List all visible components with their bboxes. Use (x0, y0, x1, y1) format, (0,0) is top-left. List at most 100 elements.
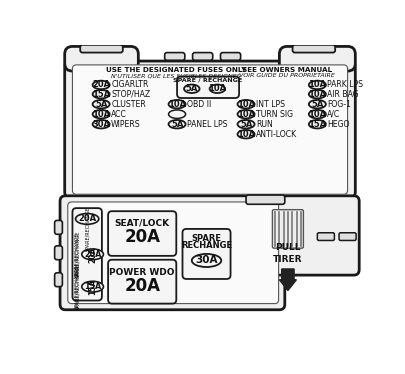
Ellipse shape (75, 214, 98, 224)
Ellipse shape (209, 85, 224, 93)
Text: PULL
TIRER: PULL TIRER (273, 243, 302, 264)
Ellipse shape (168, 110, 185, 119)
Text: SPARE/RECHANGE: SPARE/RECHANGE (75, 230, 80, 278)
Ellipse shape (168, 100, 185, 108)
Text: 5A: 5A (310, 99, 323, 109)
Ellipse shape (183, 85, 199, 93)
Text: SPARE/RECHANGE: SPARE/RECHANGE (85, 206, 90, 251)
FancyBboxPatch shape (55, 246, 62, 260)
Text: 10A: 10A (92, 110, 110, 119)
FancyBboxPatch shape (292, 45, 335, 53)
Ellipse shape (168, 120, 185, 128)
Text: AIR BAG: AIR BAG (326, 90, 358, 99)
Text: VOIR GUIDE DU PROPRIETAIRE: VOIR GUIDE DU PROPRIETAIRE (239, 73, 334, 78)
Text: 10A: 10A (208, 84, 226, 93)
FancyBboxPatch shape (267, 196, 358, 275)
FancyBboxPatch shape (80, 45, 123, 53)
Ellipse shape (81, 249, 103, 260)
Text: ACC: ACC (111, 110, 127, 119)
Text: A/C: A/C (326, 110, 340, 119)
Text: SEE OWNERS MANUAL: SEE OWNERS MANUAL (241, 67, 331, 73)
Text: SPARE / RECHANGE: SPARE / RECHANGE (173, 77, 242, 82)
Text: 20A: 20A (92, 80, 110, 89)
Ellipse shape (92, 110, 109, 119)
Text: WIPERS: WIPERS (111, 120, 141, 129)
Text: PARK LPS: PARK LPS (326, 80, 362, 89)
Text: ANTI-LOCK: ANTI-LOCK (256, 130, 296, 139)
Text: 10A: 10A (237, 110, 254, 119)
FancyBboxPatch shape (68, 202, 278, 304)
Text: 10A: 10A (307, 110, 326, 119)
FancyBboxPatch shape (55, 220, 62, 234)
FancyBboxPatch shape (108, 211, 176, 256)
Text: 20A: 20A (78, 214, 96, 223)
Ellipse shape (237, 130, 254, 138)
FancyBboxPatch shape (72, 65, 347, 194)
FancyBboxPatch shape (182, 229, 230, 279)
Text: SPARE: SPARE (191, 234, 221, 243)
Text: 15A: 15A (307, 120, 326, 129)
Text: 30A: 30A (92, 120, 110, 129)
FancyBboxPatch shape (220, 53, 240, 60)
FancyBboxPatch shape (55, 273, 62, 286)
Ellipse shape (81, 281, 103, 292)
Text: 10A: 10A (168, 99, 185, 109)
Ellipse shape (92, 100, 109, 108)
FancyBboxPatch shape (164, 53, 184, 60)
Text: SPARE/RECHARGE: SPARE/RECHARGE (74, 264, 79, 309)
Text: SPARE/RECHANGE: SPARE/RECHANGE (74, 232, 79, 277)
FancyBboxPatch shape (317, 233, 334, 240)
Text: TURN SIG: TURN SIG (256, 110, 292, 119)
Text: 20A: 20A (124, 277, 160, 295)
Text: N'UTILISER QUE LES FUSIBLES DESIGNES: N'UTILISER QUE LES FUSIBLES DESIGNES (111, 73, 241, 78)
Text: USE THE DESIGNATED FUSES ONLY: USE THE DESIGNATED FUSES ONLY (106, 67, 246, 73)
Ellipse shape (308, 110, 325, 119)
Text: 20A: 20A (88, 246, 97, 263)
Ellipse shape (237, 110, 254, 119)
Text: SEAT/LOCK: SEAT/LOCK (114, 218, 169, 227)
Ellipse shape (308, 100, 325, 108)
Text: 5A: 5A (171, 120, 183, 129)
Text: 30A: 30A (195, 255, 217, 266)
Text: 15A: 15A (88, 279, 97, 295)
Text: SPARE/RECHARGE: SPARE/RECHARGE (75, 263, 80, 310)
Text: 20A: 20A (84, 250, 101, 259)
FancyBboxPatch shape (108, 260, 176, 304)
Text: FOG-1: FOG-1 (326, 99, 351, 109)
Text: POWER WDO: POWER WDO (109, 267, 175, 276)
FancyBboxPatch shape (64, 61, 354, 198)
Text: 15A: 15A (92, 90, 110, 99)
FancyBboxPatch shape (60, 196, 284, 310)
FancyBboxPatch shape (64, 46, 138, 71)
Ellipse shape (308, 81, 325, 89)
Text: 10A: 10A (307, 80, 326, 89)
Ellipse shape (308, 120, 325, 128)
Text: HEGO: HEGO (326, 120, 349, 129)
FancyBboxPatch shape (338, 233, 355, 240)
Ellipse shape (308, 90, 325, 98)
FancyBboxPatch shape (72, 208, 102, 301)
Text: 10A: 10A (237, 99, 254, 109)
FancyBboxPatch shape (245, 195, 284, 204)
Text: RECHANGE: RECHANGE (181, 241, 232, 250)
Text: 5A: 5A (239, 120, 252, 129)
Text: 10A: 10A (237, 130, 254, 139)
Text: STOP/HAZ: STOP/HAZ (111, 90, 150, 99)
Ellipse shape (92, 81, 109, 89)
FancyBboxPatch shape (192, 53, 212, 60)
Text: INT LPS: INT LPS (256, 99, 284, 109)
FancyArrow shape (279, 269, 296, 291)
Ellipse shape (92, 90, 109, 98)
Text: PANEL LPS: PANEL LPS (187, 120, 227, 129)
Text: RUN: RUN (256, 120, 272, 129)
FancyBboxPatch shape (269, 197, 276, 273)
Ellipse shape (237, 120, 254, 128)
Ellipse shape (191, 254, 221, 267)
Text: 20A: 20A (124, 228, 160, 246)
Text: 5A: 5A (95, 99, 107, 109)
FancyBboxPatch shape (279, 46, 354, 71)
Text: CLUSTER: CLUSTER (111, 99, 145, 109)
Text: 15A: 15A (84, 282, 101, 291)
Text: OBD II: OBD II (187, 99, 211, 109)
Ellipse shape (237, 100, 254, 108)
